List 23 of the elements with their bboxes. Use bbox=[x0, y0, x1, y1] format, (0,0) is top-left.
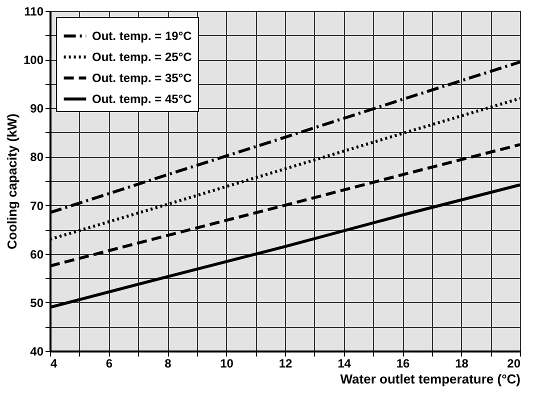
x-tick-label: 8 bbox=[164, 356, 172, 370]
y-tick-label: 40 bbox=[30, 344, 44, 358]
y-tick-label: 110 bbox=[24, 4, 44, 18]
x-tick-label: 4 bbox=[50, 356, 58, 370]
y-tick-label: 50 bbox=[30, 296, 44, 310]
legend-label: Out. temp. = 35°C bbox=[92, 71, 192, 85]
y-tick-label: 60 bbox=[30, 247, 44, 262]
y-axis-title: Cooling capacity (kW) bbox=[4, 114, 20, 250]
legend-label: Out. temp. = 45°C bbox=[92, 92, 192, 106]
x-tick-label: 12 bbox=[278, 356, 292, 370]
x-tick-label: 18 bbox=[455, 356, 469, 370]
y-tick-label: 90 bbox=[30, 102, 44, 116]
x-tick-label: 6 bbox=[106, 356, 113, 370]
x-tick-label: 16 bbox=[396, 356, 410, 370]
x-tick-label: 14 bbox=[338, 356, 352, 370]
x-tick-label: 20 bbox=[507, 356, 521, 370]
y-tick-label: 100 bbox=[23, 53, 44, 68]
y-tick-label: 80 bbox=[30, 150, 44, 164]
legend-label: Out. temp. = 19°C bbox=[92, 29, 192, 43]
x-axis-title: Water outlet temperature (°C) bbox=[340, 372, 520, 386]
y-tick-label: 70 bbox=[30, 198, 44, 213]
legend-label: Out. temp. = 25°C bbox=[92, 50, 192, 64]
x-tick-label: 10 bbox=[220, 356, 234, 370]
